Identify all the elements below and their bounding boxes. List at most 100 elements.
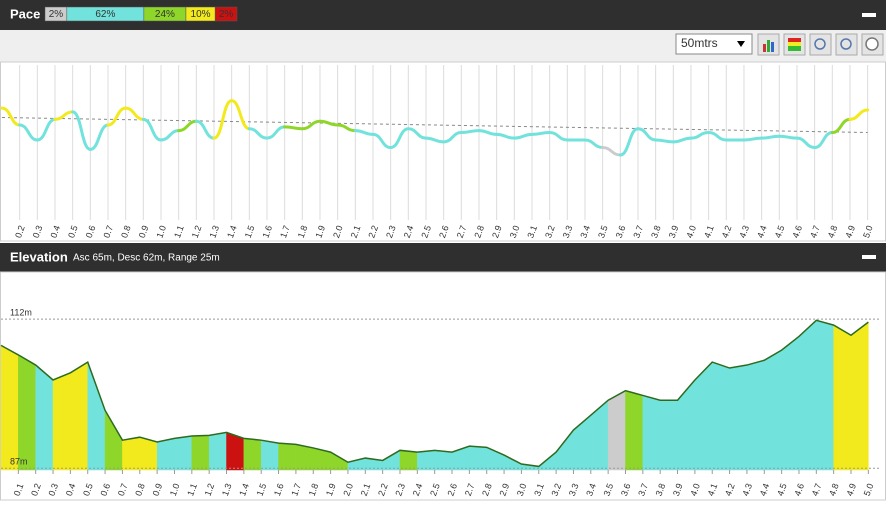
pace-segment [795, 136, 817, 149]
x-tick-label: 4.3 [740, 482, 754, 497]
x-tick-label: 1.4 [225, 224, 239, 239]
pace-segment [813, 131, 834, 149]
x-tick-label: 4.9 [844, 482, 858, 497]
zoom-out-button[interactable] [809, 33, 832, 56]
x-tick-label: 2.6 [445, 482, 459, 497]
pace-segment [495, 132, 516, 140]
x-tick-label: 1.4 [237, 482, 251, 497]
pace-segment [459, 129, 481, 134]
pace-segment [124, 106, 145, 121]
x-tick-label: 1.0 [168, 482, 182, 497]
x-tick-label: 3.9 [667, 224, 681, 239]
elevation-segment [833, 324, 852, 471]
pace-segment [353, 129, 375, 136]
x-tick-label: 1.2 [203, 482, 217, 497]
elevation-segment [122, 436, 141, 471]
x-tick-label: 3.1 [532, 482, 546, 497]
elevation-summary: Asc 65m, Desc 62m, Range 25m [73, 253, 220, 264]
elevation-header [0, 243, 886, 272]
zoom-in-button[interactable] [835, 33, 858, 56]
x-tick-label: 2.9 [498, 482, 512, 497]
pace-segment [830, 117, 852, 134]
elevation-segment [260, 439, 279, 471]
x-tick-label: 0.8 [119, 224, 133, 239]
pace-segment [777, 134, 799, 140]
pace-segment [212, 99, 234, 140]
pace-segment [760, 134, 781, 140]
pace-segment [477, 129, 499, 136]
pace-segment [300, 119, 322, 131]
pace-title: Pace [10, 6, 40, 21]
x-tick-label: 1.3 [207, 224, 221, 239]
pace-segment [848, 108, 870, 121]
x-tick-label: 1.1 [172, 224, 186, 239]
x-tick-label: 3.6 [614, 224, 628, 239]
x-tick-label: 1.5 [243, 224, 257, 239]
x-tick-label: 5.0 [862, 482, 876, 497]
pace-chart-area [0, 61, 886, 242]
pace-segment [318, 119, 340, 127]
x-tick-label: 1.2 [190, 224, 204, 239]
x-tick-label: 0.3 [31, 224, 45, 239]
x-tick-label: 1.1 [185, 482, 199, 497]
interval-select[interactable] [675, 33, 753, 55]
x-tick-label: 4.5 [773, 224, 787, 239]
x-tick-label: 3.5 [596, 224, 610, 239]
pace-segment [389, 127, 410, 149]
elevation-segment [781, 335, 800, 471]
x-tick-label: 3.3 [561, 224, 575, 239]
distribution-label: 2% [49, 9, 64, 20]
x-tick-label: 3.0 [508, 224, 522, 239]
x-tick-label: 4.9 [843, 224, 857, 239]
x-tick-label: 0.2 [29, 482, 43, 497]
collapse-button[interactable] [862, 13, 876, 17]
elevation-segment [434, 450, 453, 471]
elevation-segment [399, 450, 418, 471]
x-tick-label: 2.6 [437, 224, 451, 239]
elevation-segment [0, 344, 19, 471]
pace-segment [548, 131, 569, 142]
x-tick-label: 4.0 [684, 224, 698, 239]
pace-distribution: 2% 62% 24% 10% 2% [44, 6, 238, 22]
elevation-segment [174, 435, 193, 471]
x-tick-label: 0.9 [137, 224, 151, 239]
x-tick-label: 1.5 [255, 482, 269, 497]
pace-segment [707, 131, 728, 142]
y-tick-label: 87m [10, 457, 28, 467]
x-tick-label: 1.6 [272, 482, 286, 497]
x-tick-label: 2.4 [411, 482, 425, 497]
pace-segment [194, 119, 216, 140]
icon [865, 37, 879, 51]
pace-segment [336, 123, 357, 133]
pace-segment [601, 146, 622, 157]
toolbar-buttons [757, 33, 884, 56]
x-tick-label: 1.7 [278, 224, 292, 239]
x-tick-label: 3.3 [567, 482, 581, 497]
pace-segment [406, 127, 428, 140]
icon [788, 42, 801, 46]
x-tick-label: 0.6 [99, 482, 113, 497]
elevation-segment [52, 372, 71, 471]
x-tick-label: 3.5 [602, 482, 616, 497]
elevation-segment [607, 390, 626, 471]
toolbar [0, 30, 886, 62]
collapse-button[interactable] [862, 255, 876, 259]
x-tick-label: 0.1 [12, 482, 26, 497]
x-tick-label: 4.0 [688, 482, 702, 497]
x-tick-label: 0.5 [66, 224, 80, 239]
elevation-segment [70, 361, 88, 471]
elevation-segment [156, 438, 175, 471]
x-tick-label: 4.8 [826, 224, 840, 239]
x-tick-label: 1.0 [154, 224, 168, 239]
icon [814, 38, 826, 50]
x-tick-label: 2.7 [463, 482, 477, 497]
x-tick-label: 1.9 [324, 482, 338, 497]
pace-segment [283, 125, 304, 131]
x-tick-label: 1.8 [307, 482, 321, 497]
elevation-segment [746, 359, 765, 471]
x-tick-label: 4.7 [808, 224, 822, 239]
x-tick-label: 0.4 [64, 482, 78, 497]
x-tick-label: 4.1 [702, 224, 716, 239]
